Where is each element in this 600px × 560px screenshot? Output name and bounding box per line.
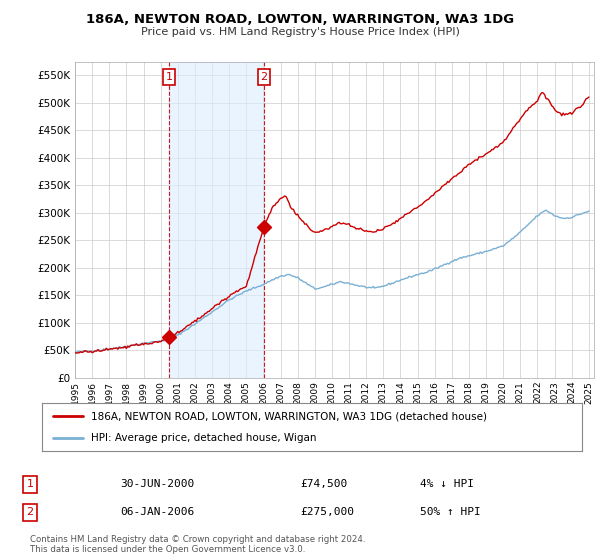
Text: 2: 2 [26,507,34,517]
Text: 2: 2 [260,72,268,82]
Text: 1: 1 [26,479,34,489]
Text: Price paid vs. HM Land Registry's House Price Index (HPI): Price paid vs. HM Land Registry's House … [140,27,460,37]
Text: 50% ↑ HPI: 50% ↑ HPI [420,507,481,517]
Text: 1: 1 [166,72,173,82]
Text: 4% ↓ HPI: 4% ↓ HPI [420,479,474,489]
Text: 186A, NEWTON ROAD, LOWTON, WARRINGTON, WA3 1DG (detached house): 186A, NEWTON ROAD, LOWTON, WARRINGTON, W… [91,411,487,421]
Bar [169,62,264,378]
Text: 186A, NEWTON ROAD, LOWTON, WARRINGTON, WA3 1DG: 186A, NEWTON ROAD, LOWTON, WARRINGTON, W… [86,13,514,26]
Text: £74,500: £74,500 [300,479,347,489]
Text: 06-JAN-2006: 06-JAN-2006 [120,507,194,517]
Text: Contains HM Land Registry data © Crown copyright and database right 2024.
This d: Contains HM Land Registry data © Crown c… [30,535,365,554]
Text: 30-JUN-2000: 30-JUN-2000 [120,479,194,489]
Text: £275,000: £275,000 [300,507,354,517]
Text: HPI: Average price, detached house, Wigan: HPI: Average price, detached house, Wiga… [91,433,316,443]
